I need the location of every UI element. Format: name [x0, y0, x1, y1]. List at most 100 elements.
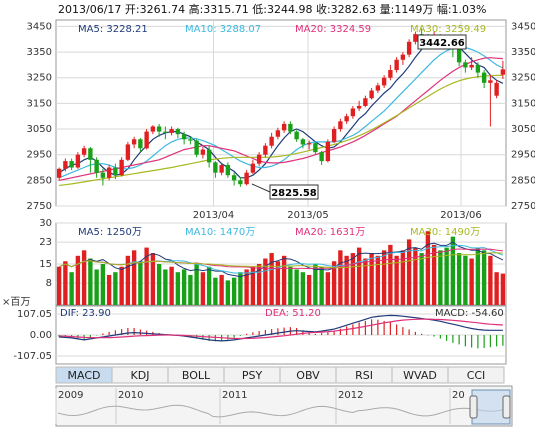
volume-bar	[319, 266, 324, 305]
navigator-year: 2009	[58, 390, 83, 401]
volume-bar	[313, 264, 318, 305]
tab-kdj[interactable]: KDJ	[111, 366, 169, 384]
navigator-left-handle[interactable]	[469, 395, 478, 419]
macd-dea-line	[59, 318, 503, 340]
price-y-tick-right: 3250	[511, 73, 535, 84]
candle-body	[106, 167, 112, 178]
volume-bar	[225, 280, 231, 305]
volume-bar	[81, 250, 87, 305]
volume-bar	[106, 274, 112, 305]
volume-bar	[138, 261, 143, 305]
volume-bar	[156, 264, 162, 305]
navigator-frame	[55, 385, 513, 427]
tab-wvad[interactable]: WVAD	[391, 366, 449, 384]
navigator-line	[57, 404, 509, 418]
tab-macd[interactable]: MACD	[55, 366, 113, 384]
volume-bar	[63, 261, 68, 305]
candle-body	[206, 149, 212, 163]
candle-body	[394, 59, 399, 71]
volume-bar	[188, 274, 193, 305]
candle-body	[263, 145, 268, 155]
candle-body	[488, 80, 493, 83]
price-panel: 3450 3350 3250 3150 3050 2950 2850 2750 3450 335…	[27, 19, 535, 221]
tab-label: WVAD	[403, 369, 437, 382]
candle-body	[344, 116, 349, 122]
candle-body	[213, 162, 218, 173]
volume-bar	[250, 266, 256, 305]
price-y-tick-right: 3150	[511, 98, 535, 109]
volume-bar	[144, 247, 149, 305]
candle-body	[338, 121, 343, 130]
candle-body	[275, 130, 281, 137]
volume-bar	[169, 266, 174, 305]
volume-bar	[381, 250, 387, 305]
navigator-right-handle[interactable]	[502, 395, 511, 419]
candle-body	[350, 108, 356, 117]
volume-bar	[88, 258, 93, 305]
price-y-tick-right: 2750	[511, 201, 535, 212]
tab-label: PSY	[242, 369, 263, 382]
volume-legend: MA5: 1250万 MA10: 1470万 MA20: 1631万 MA30: 14…	[78, 227, 480, 238]
candle-body	[244, 172, 249, 185]
volume-bar	[488, 255, 493, 305]
candle-body	[100, 172, 106, 178]
volume-y-ticks: 30 23 15 8	[39, 218, 52, 289]
price-x-ticks: 2013/04 2013/05 2013/06	[193, 210, 482, 221]
indicator-tabs: MACD KDJ BOLL PSY OBV RSI WVAD CCI	[55, 366, 505, 384]
candle-body	[175, 129, 181, 135]
volume-bar	[356, 247, 362, 305]
volume-bar	[119, 266, 124, 305]
price-y-tick-left: 2850	[27, 175, 52, 186]
navigator-year: 2011	[222, 390, 247, 401]
tab-cci[interactable]: CCI	[447, 366, 505, 384]
volume-legend-entry: MA10: 1470万	[185, 227, 255, 238]
volume-bar	[263, 258, 268, 305]
tab-rsi[interactable]: RSI	[335, 366, 393, 384]
volume-bar	[350, 253, 356, 305]
volume-ma30-line	[58, 252, 503, 269]
volume-bar	[331, 261, 337, 305]
volume-bar	[456, 253, 462, 305]
volume-bar	[406, 239, 412, 305]
tab-psy[interactable]: PSY	[223, 366, 281, 384]
volume-legend-entry: MA5: 1250万	[78, 227, 142, 238]
tab-boll[interactable]: BOLL	[167, 366, 225, 384]
price-legend-entry: MA10: 3288.07	[185, 24, 261, 35]
price-y-tick-left: 3250	[27, 73, 52, 84]
macd-y-tick: -107.05	[13, 351, 52, 362]
volume-bar	[288, 266, 293, 305]
price-x-tick: 2013/04	[193, 210, 235, 221]
price-y-tick-left: 2750	[27, 201, 52, 212]
tab-obv[interactable]: OBV	[279, 366, 337, 384]
candle-body	[369, 90, 374, 99]
candle-body	[281, 123, 287, 131]
volume-bar	[238, 272, 243, 305]
low-annotation: 2825.58	[251, 183, 319, 200]
price-y-tick-left: 2950	[27, 150, 52, 161]
tab-label: RSI	[355, 369, 373, 382]
price-legend: MA5: 3228.21 MA10: 3288.07 MA20: 3324.59 MA…	[78, 24, 486, 35]
price-legend-entry: MA5: 3228.21	[78, 24, 148, 35]
price-y-tick-left: 3150	[27, 98, 52, 109]
candle-body	[163, 131, 168, 133]
volume-moving-averages	[58, 241, 504, 278]
candle-body	[238, 180, 243, 185]
volume-bar	[213, 277, 218, 305]
volume-bars	[56, 231, 506, 305]
volume-bar	[294, 269, 299, 305]
price-y-tick-left: 3450	[27, 21, 52, 32]
volume-bar	[100, 264, 106, 305]
volume-bar	[181, 269, 187, 305]
price-y-ticks-right: 3450 3350 3250 3150 3050 2950 2850 2750	[511, 21, 535, 212]
candle-body	[169, 129, 174, 133]
candle-body	[381, 77, 387, 86]
candle-body	[294, 131, 299, 140]
volume-bar	[113, 272, 118, 305]
volume-bar	[438, 250, 443, 305]
volume-bar	[275, 261, 281, 305]
candle-body	[319, 152, 324, 162]
low-annotation-label: 2825.58	[271, 188, 317, 199]
navigator[interactable]: 2009 2010 2011 2012 20	[55, 385, 513, 427]
volume-bar	[338, 250, 343, 305]
volume-bar	[300, 272, 306, 305]
